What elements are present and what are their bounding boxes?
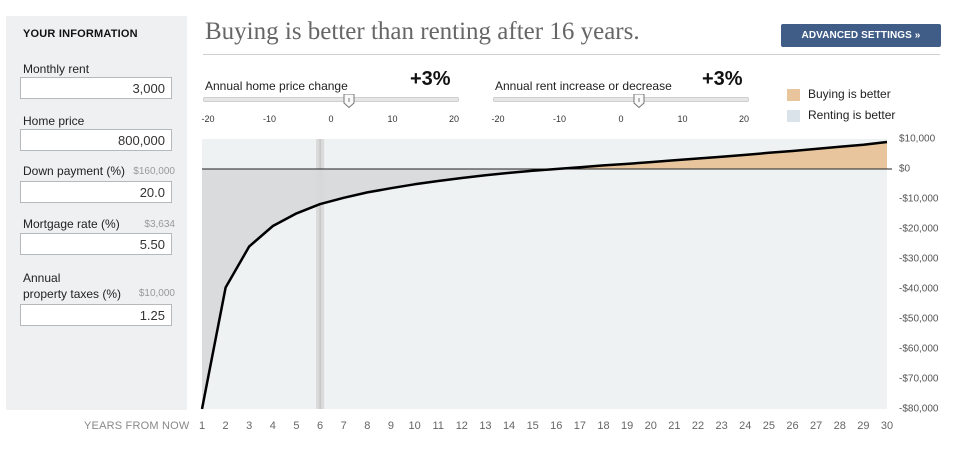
x-tick-label: 6 [317,420,324,432]
y-tick-label: -$40,000 [899,283,939,295]
home-price-change-label: Annual home price change [205,79,348,93]
slider-tick-label: 0 [618,114,624,124]
x-tick-label: 15 [526,420,539,432]
slider-tick-label: -20 [491,114,505,124]
home-price-change-slider-handle[interactable] [343,94,355,108]
buying-legend-swatch [787,89,800,101]
y-tick-label: -$10,000 [899,193,939,205]
buying-better-area [556,142,887,169]
slider-tick-label: 20 [448,114,460,124]
slider-tick-label: 0 [328,114,334,124]
x-tick-label: 4 [269,420,276,432]
x-tick-label: 27 [810,420,823,432]
x-tick-label: 1 [198,420,206,432]
home-price-change-value: +3% [410,68,451,90]
x-tick-label: 23 [715,420,728,432]
slider-tick-label: 20 [738,114,750,124]
x-tick-label: 22 [691,420,705,432]
x-tick-label: 21 [668,420,681,432]
x-axis-title: YEARS FROM NOW [84,420,190,432]
down-payment-label: Down payment (%) [23,164,126,178]
x-tick-label: 16 [550,420,563,432]
monthly-rent-input[interactable]: 3,000 [20,77,172,99]
y-tick-label: $10,000 [899,133,936,145]
property-taxes-input[interactable]: 1.25 [20,304,172,326]
plot-area [202,139,887,409]
x-tick-label: 28 [833,420,846,432]
home-price-input[interactable]: 800,000 [20,129,172,151]
y-tick-label: -$60,000 [899,343,939,355]
y-tick-label: -$30,000 [899,253,939,265]
x-tick-label: 3 [246,420,253,432]
x-tick-label: 8 [364,420,371,432]
x-tick-label: 12 [455,420,468,432]
buying-legend-label: Buying is better [808,87,891,101]
mortgage-rate-input[interactable]: 5.50 [20,233,172,255]
x-tick-label: 13 [479,420,492,432]
x-tick-label: 29 [857,420,870,432]
result-headline: Buying is better than renting after 16 y… [205,18,640,45]
renting-legend-label: Renting is better [808,108,896,122]
x-tick-label: 14 [502,420,516,432]
home-price-change-slider[interactable] [203,97,459,102]
slider-tick-label: -10 [552,114,567,124]
x-tick-label: 20 [644,420,657,432]
monthly-payment-amount: $3,634 [144,219,175,230]
rent-change-label: Annual rent increase or decrease [495,79,672,93]
renting-legend-swatch [787,110,800,122]
x-tick-label: 2 [222,420,229,432]
x-tick-label: 26 [786,420,799,432]
x-tick-label: 11 [432,420,444,432]
slider-tick-label: 10 [387,114,398,124]
rent-change-slider-handle[interactable] [633,94,645,108]
property-taxes-label-line1: Annual [23,271,61,285]
y-tick-label: $0 [899,163,911,175]
slider-tick-label: -10 [262,114,277,124]
x-tick-label: 5 [293,420,300,432]
net-cost-difference-line [200,140,888,410]
x-tick-label: 18 [597,420,610,432]
selected-year-band [316,139,325,409]
slider-tick-label: 10 [677,114,688,124]
renting-better-area [202,169,557,409]
y-tick-label: -$50,000 [899,313,939,325]
property-taxes-amount: $10,000 [138,288,175,299]
rent-change-slider[interactable] [493,97,749,102]
down-payment-input[interactable]: 20.0 [20,181,172,203]
headline-divider [203,54,940,55]
advanced-settings-button[interactable]: ADVANCED SETTINGS » [781,24,941,47]
slider-tick-label: -20 [201,114,215,124]
x-tick-label: 30 [880,420,894,432]
y-tick-label: -$20,000 [899,223,939,235]
rent-change-value: +3% [702,68,743,90]
x-tick-label: 17 [573,420,587,432]
home-price-label: Home price [23,114,85,128]
panel-title: YOUR INFORMATION [23,28,138,40]
your-information-panel: YOUR INFORMATION Monthly rent 3,000 Home… [6,16,187,410]
property-taxes-label-line2: property taxes (%) [23,287,122,301]
down-payment-amount: $160,000 [133,166,175,177]
y-tick-label: -$70,000 [899,373,939,385]
mortgage-rate-label: Mortgage rate (%) [23,217,120,231]
x-tick-label: 7 [340,420,347,432]
x-tick-label: 25 [762,420,776,432]
x-tick-label: 10 [408,420,421,432]
y-tick-label: -$80,000 [899,403,939,415]
x-tick-label: 19 [621,420,634,432]
monthly-rent-label: Monthly rent [23,62,90,76]
x-tick-label: 9 [387,420,395,432]
x-tick-label: 24 [739,420,752,432]
